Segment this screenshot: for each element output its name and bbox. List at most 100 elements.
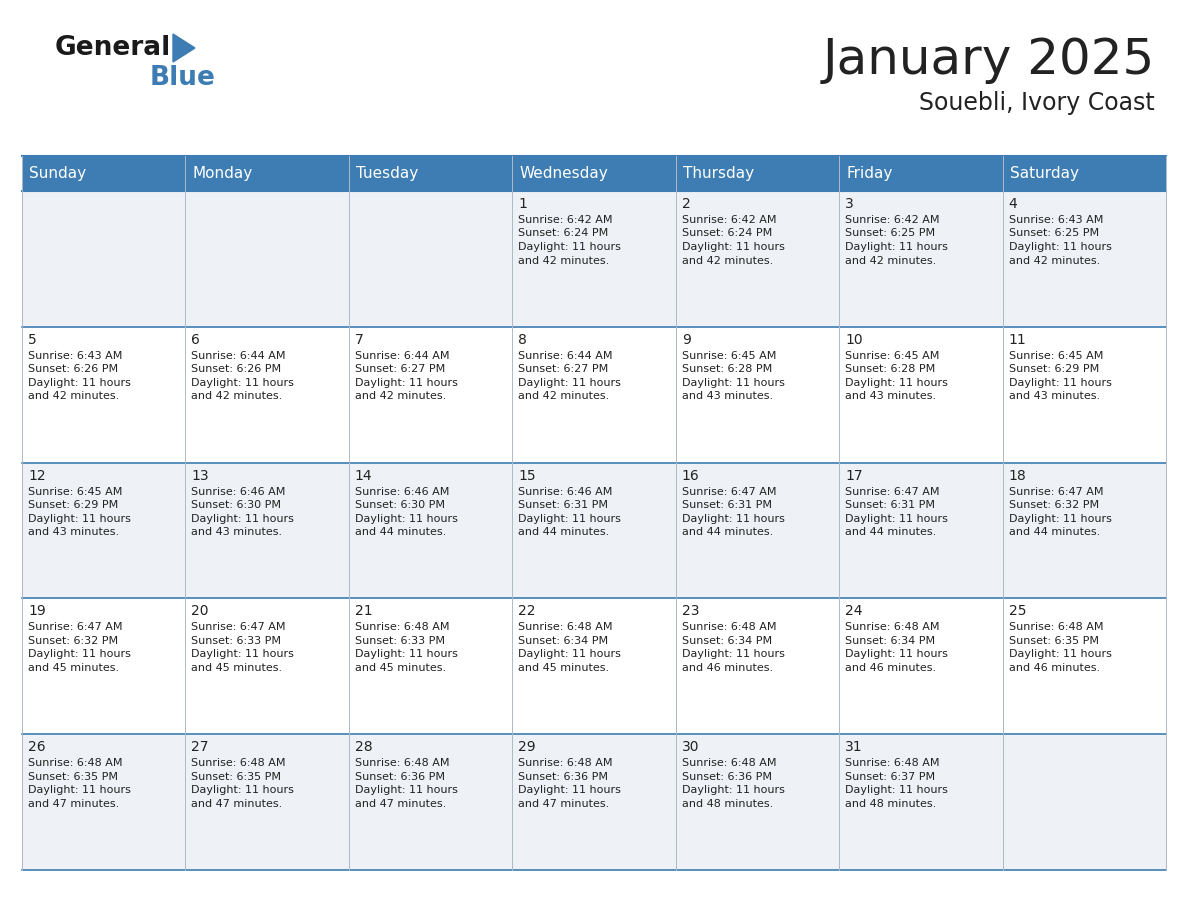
Text: Sunset: 6:26 PM: Sunset: 6:26 PM: [29, 364, 118, 375]
Text: and 47 minutes.: and 47 minutes.: [191, 799, 283, 809]
Text: Sunset: 6:25 PM: Sunset: 6:25 PM: [845, 229, 935, 239]
Text: and 44 minutes.: and 44 minutes.: [845, 527, 936, 537]
Bar: [349, 156, 512, 191]
Text: Sunset: 6:34 PM: Sunset: 6:34 PM: [518, 636, 608, 646]
Text: and 43 minutes.: and 43 minutes.: [191, 527, 283, 537]
Text: 5: 5: [29, 333, 37, 347]
Bar: [349, 599, 512, 734]
Bar: [349, 463, 512, 599]
Bar: [676, 191, 839, 327]
Text: Sunrise: 6:44 AM: Sunrise: 6:44 AM: [191, 351, 286, 361]
Bar: [512, 463, 676, 599]
Text: Sunrise: 6:44 AM: Sunrise: 6:44 AM: [518, 351, 613, 361]
Text: Monday: Monday: [192, 166, 253, 181]
Bar: [1003, 191, 1165, 327]
Bar: [1003, 734, 1165, 870]
Text: General: General: [55, 35, 171, 61]
Bar: [23, 599, 185, 734]
Text: Sunset: 6:29 PM: Sunset: 6:29 PM: [29, 500, 119, 510]
Text: 10: 10: [845, 333, 862, 347]
Bar: [23, 463, 185, 599]
Bar: [185, 327, 349, 463]
Text: Sunrise: 6:46 AM: Sunrise: 6:46 AM: [355, 487, 449, 497]
Text: Sunrise: 6:45 AM: Sunrise: 6:45 AM: [29, 487, 122, 497]
Text: and 45 minutes.: and 45 minutes.: [355, 663, 446, 673]
Text: Sunset: 6:31 PM: Sunset: 6:31 PM: [845, 500, 935, 510]
Text: Daylight: 11 hours: Daylight: 11 hours: [1009, 513, 1112, 523]
Text: 31: 31: [845, 740, 862, 755]
Text: 20: 20: [191, 604, 209, 619]
Text: Sunset: 6:31 PM: Sunset: 6:31 PM: [682, 500, 772, 510]
Text: Friday: Friday: [846, 166, 892, 181]
Bar: [23, 191, 185, 327]
Bar: [23, 156, 185, 191]
Bar: [185, 734, 349, 870]
Bar: [839, 734, 1003, 870]
Text: Sunset: 6:33 PM: Sunset: 6:33 PM: [191, 636, 282, 646]
Bar: [512, 734, 676, 870]
Text: and 42 minutes.: and 42 minutes.: [845, 255, 936, 265]
Text: Sunrise: 6:47 AM: Sunrise: 6:47 AM: [1009, 487, 1104, 497]
Bar: [512, 191, 676, 327]
Text: Saturday: Saturday: [1010, 166, 1079, 181]
Text: and 45 minutes.: and 45 minutes.: [191, 663, 283, 673]
Bar: [839, 599, 1003, 734]
Text: Sunrise: 6:48 AM: Sunrise: 6:48 AM: [682, 622, 776, 633]
Text: Sunrise: 6:48 AM: Sunrise: 6:48 AM: [518, 622, 613, 633]
Bar: [512, 327, 676, 463]
Bar: [185, 191, 349, 327]
Text: Sunset: 6:27 PM: Sunset: 6:27 PM: [355, 364, 446, 375]
Bar: [839, 156, 1003, 191]
Text: 8: 8: [518, 333, 527, 347]
Text: Daylight: 11 hours: Daylight: 11 hours: [191, 649, 295, 659]
Text: and 45 minutes.: and 45 minutes.: [518, 663, 609, 673]
Text: Sunday: Sunday: [29, 166, 86, 181]
Text: Sunrise: 6:46 AM: Sunrise: 6:46 AM: [518, 487, 613, 497]
Text: Sunrise: 6:48 AM: Sunrise: 6:48 AM: [518, 758, 613, 768]
Text: 22: 22: [518, 604, 536, 619]
Text: Daylight: 11 hours: Daylight: 11 hours: [1009, 378, 1112, 387]
Bar: [185, 156, 349, 191]
Bar: [839, 191, 1003, 327]
Bar: [23, 327, 185, 463]
Text: Daylight: 11 hours: Daylight: 11 hours: [518, 242, 621, 252]
Text: Souebli, Ivory Coast: Souebli, Ivory Coast: [920, 91, 1155, 115]
Text: Sunrise: 6:45 AM: Sunrise: 6:45 AM: [1009, 351, 1102, 361]
Text: 15: 15: [518, 468, 536, 483]
Text: Blue: Blue: [150, 65, 216, 91]
Text: Sunrise: 6:43 AM: Sunrise: 6:43 AM: [1009, 215, 1102, 225]
Text: 26: 26: [29, 740, 45, 755]
Text: Daylight: 11 hours: Daylight: 11 hours: [29, 649, 131, 659]
Text: Sunset: 6:28 PM: Sunset: 6:28 PM: [845, 364, 935, 375]
Text: Sunrise: 6:48 AM: Sunrise: 6:48 AM: [845, 758, 940, 768]
Text: Daylight: 11 hours: Daylight: 11 hours: [682, 378, 784, 387]
Text: Daylight: 11 hours: Daylight: 11 hours: [518, 513, 621, 523]
Text: Sunrise: 6:47 AM: Sunrise: 6:47 AM: [682, 487, 776, 497]
Text: Sunrise: 6:48 AM: Sunrise: 6:48 AM: [355, 622, 449, 633]
Bar: [1003, 599, 1165, 734]
Bar: [349, 327, 512, 463]
Text: and 44 minutes.: and 44 minutes.: [1009, 527, 1100, 537]
Text: and 48 minutes.: and 48 minutes.: [845, 799, 936, 809]
Text: Daylight: 11 hours: Daylight: 11 hours: [845, 378, 948, 387]
Text: Sunset: 6:29 PM: Sunset: 6:29 PM: [1009, 364, 1099, 375]
Text: Sunset: 6:35 PM: Sunset: 6:35 PM: [1009, 636, 1099, 646]
Bar: [676, 734, 839, 870]
Text: 4: 4: [1009, 197, 1017, 211]
Text: Sunrise: 6:42 AM: Sunrise: 6:42 AM: [682, 215, 776, 225]
Text: 24: 24: [845, 604, 862, 619]
Text: and 47 minutes.: and 47 minutes.: [518, 799, 609, 809]
Text: Sunset: 6:32 PM: Sunset: 6:32 PM: [29, 636, 118, 646]
Text: and 42 minutes.: and 42 minutes.: [682, 255, 773, 265]
Text: Daylight: 11 hours: Daylight: 11 hours: [191, 513, 295, 523]
Text: Daylight: 11 hours: Daylight: 11 hours: [355, 378, 457, 387]
Text: Sunset: 6:25 PM: Sunset: 6:25 PM: [1009, 229, 1099, 239]
Text: Sunset: 6:34 PM: Sunset: 6:34 PM: [682, 636, 772, 646]
Text: 13: 13: [191, 468, 209, 483]
Text: 9: 9: [682, 333, 690, 347]
Text: Sunset: 6:35 PM: Sunset: 6:35 PM: [191, 772, 282, 782]
Bar: [512, 156, 676, 191]
Text: Daylight: 11 hours: Daylight: 11 hours: [355, 649, 457, 659]
Text: Tuesday: Tuesday: [356, 166, 418, 181]
Text: 28: 28: [355, 740, 373, 755]
